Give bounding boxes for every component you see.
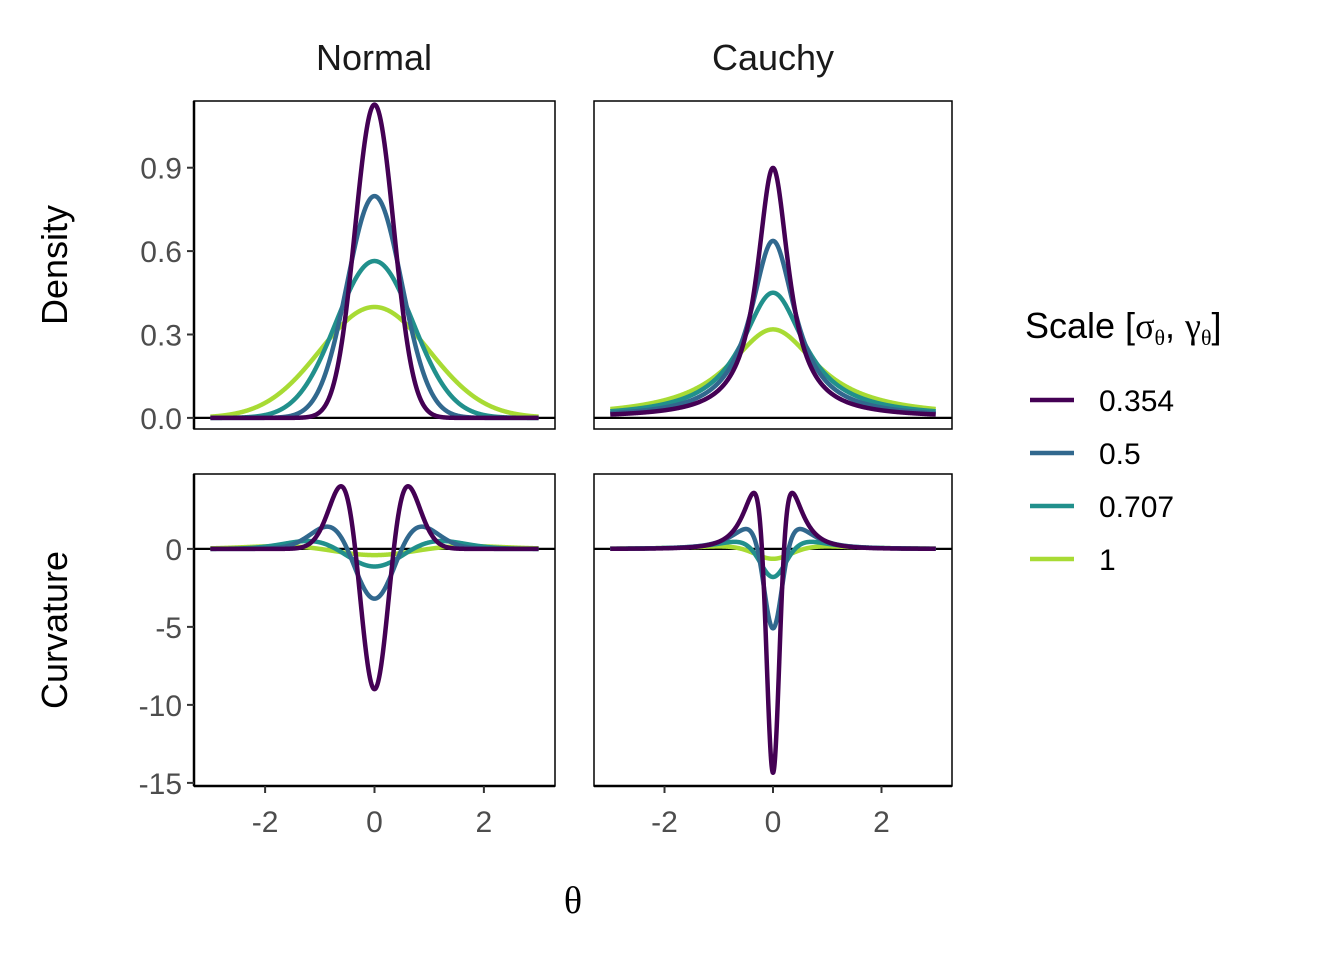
x-tick-label: 2 [873,806,890,839]
panel-border [593,100,953,430]
series-line-1 [608,327,938,412]
y-tick-label: 0.3 [140,319,182,352]
series-line-0.5 [608,238,938,416]
legend-label: 1 [1099,544,1116,577]
panel-border [193,100,556,430]
panel-normal-density [193,100,556,430]
panel-normal-curvature [193,473,556,787]
x-axis-title: θ [564,880,582,922]
legend-label: 0.354 [1099,385,1174,418]
y-tick-label: -15 [139,768,182,801]
y-tick-label: 0.6 [140,236,182,269]
x-tick-label: 0 [366,806,383,839]
y-axis-curvature: 0 -5 -10 -15 [139,474,196,801]
x-tick-label: -2 [252,806,279,839]
series-line-1 [208,304,541,419]
row-title-density: Density [34,205,75,325]
x-axis-normal: -2 0 2 [194,784,555,839]
x-tick-label: 0 [765,806,782,839]
axes: 0.0 0.3 0.6 0.9 0 -5 -10 -15 -2 0 2 -2 0 2 [139,101,952,839]
legend-label: 0.707 [1099,491,1174,524]
y-tick-label: 0.9 [140,153,182,186]
legend-item: 0.707 [1030,491,1174,524]
x-tick-label: -2 [651,806,678,839]
series-line-0.354 [608,490,938,775]
legend-item: 1 [1030,544,1116,577]
legend-item: 0.5 [1030,438,1141,471]
series-line-0.354 [208,484,541,692]
facet-panels [193,100,953,787]
y-tick-label: 0 [165,534,182,567]
legend-title: Scale [σθ, γθ] [1025,305,1222,350]
panel-border [193,473,556,787]
series-line-0.707 [608,290,938,414]
series-line-0.354 [208,102,541,421]
series-line-0.707 [208,258,541,421]
strip-label-cauchy: Cauchy [712,37,834,78]
strip-label-normal: Normal [316,37,432,78]
y-tick-label: -5 [155,612,182,645]
panel-cauchy-curvature [593,473,953,787]
series-line-0.354 [608,165,938,417]
legend-items: 0.354 0.5 0.707 1 [1030,385,1174,577]
y-tick-label: -10 [139,690,182,723]
x-tick-label: 2 [476,806,493,839]
panel-cauchy-density [593,100,953,430]
x-axis-cauchy: -2 0 2 [594,784,952,839]
y-axis-density: 0.0 0.3 0.6 0.9 [140,101,196,436]
row-title-curvature: Curvature [34,551,75,709]
legend-item: 0.354 [1030,385,1174,418]
y-tick-label: 0.0 [140,403,182,436]
legend: Scale [σθ, γθ] 0.354 0.5 0.707 1 [1025,305,1222,577]
legend-label: 0.5 [1099,438,1141,471]
